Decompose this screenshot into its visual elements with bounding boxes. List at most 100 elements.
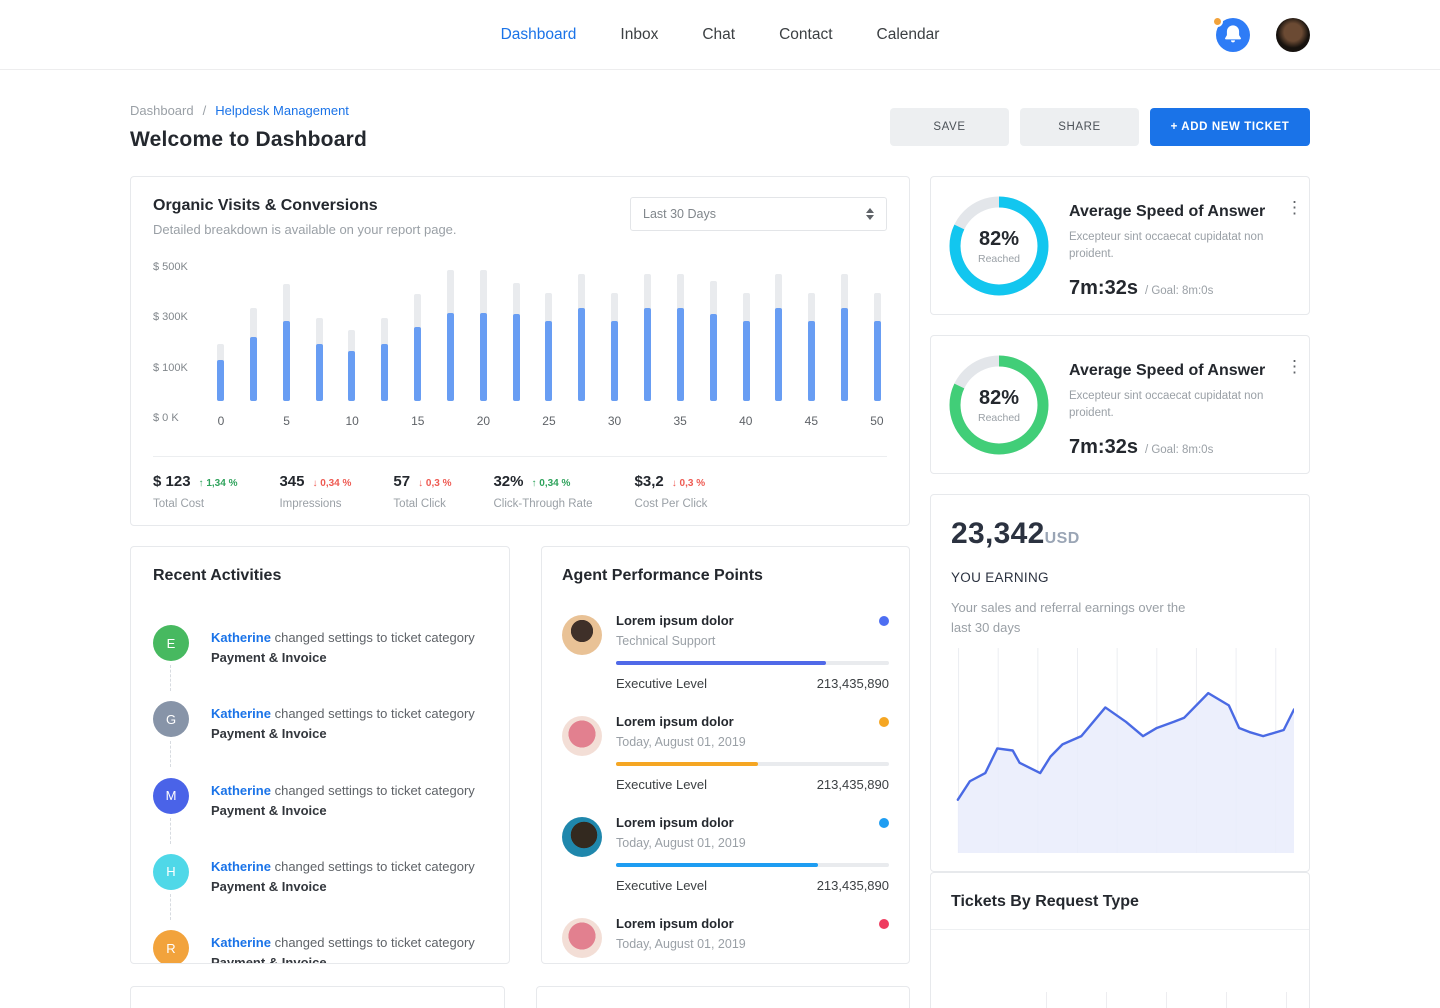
- kebab-menu-icon[interactable]: ⋮: [1286, 198, 1303, 217]
- agent-meta: Today, August 01, 2019: [616, 937, 746, 951]
- agent-name: Lorem ipsum dolor: [616, 916, 734, 931]
- avatar: [562, 817, 602, 857]
- agent-points-value: 213,435,890: [816, 676, 889, 691]
- kebab-menu-icon[interactable]: ⋮: [1286, 357, 1303, 376]
- nav-item[interactable]: Chat: [702, 25, 736, 43]
- bar: [315, 318, 323, 401]
- user-avatar[interactable]: [1276, 17, 1310, 52]
- x-axis-label: 35: [673, 414, 687, 428]
- stat-item: 345 ↓ 0,34 % Impressions: [279, 473, 351, 510]
- stat-delta-value: 0,3 %: [679, 478, 706, 489]
- activity-text: Katherine changed settings to ticket cat…: [211, 778, 475, 821]
- speed-time-value: 7m:32s: [1069, 276, 1138, 299]
- avatar: R: [153, 930, 189, 963]
- head-actions: SAVE SHARE + ADD NEW TICKET: [890, 108, 1310, 146]
- bell-icon: [1216, 17, 1250, 52]
- activity-user-link[interactable]: Katherine: [211, 706, 271, 722]
- activity-user-link[interactable]: Katherine: [211, 858, 271, 874]
- bar: [348, 329, 356, 401]
- avatar: M: [153, 777, 189, 814]
- recent-activities-title: Recent Activities: [153, 567, 282, 584]
- stat-value: $ 123: [153, 473, 191, 490]
- donut-chart: 82% Reached: [947, 194, 1051, 298]
- nav-item[interactable]: Contact: [779, 25, 833, 43]
- speed-time-value: 7m:32s: [1069, 435, 1138, 458]
- tickets-chart-area: [951, 952, 1289, 1008]
- y-axis-label: $ 300K: [153, 311, 188, 324]
- speed-card: 82% Reached ⋮ Average Speed of Answer Ex…: [930, 335, 1310, 474]
- date-range-value: Last 30 Days: [643, 207, 716, 221]
- x-axis-label: 30: [607, 414, 622, 428]
- bar: [775, 273, 783, 401]
- y-axis-label: $ 0 K: [153, 411, 179, 424]
- list-item: G Katherine changed settings to ticket c…: [153, 685, 487, 768]
- date-range-select[interactable]: Last 30 Days: [630, 197, 887, 231]
- agent-level-label: Executive Level: [616, 777, 708, 792]
- speed-cards: 82% Reached ⋮ Average Speed of Answer Ex…: [930, 176, 1310, 474]
- list-item: M Katherine changed settings to ticket c…: [153, 762, 487, 844]
- earnings-area-chart: [951, 648, 1294, 854]
- add-new-ticket-button[interactable]: + ADD NEW TICKET: [1150, 108, 1310, 146]
- stat-delta: ↓ 0,3 %: [418, 478, 451, 489]
- donut-chart: 82% Reached: [947, 353, 1051, 457]
- organic-bar-chart: $ 500K $ 300K $ 100K $ 0 K 0 5 10 15 20 25 30 35 40…: [153, 261, 887, 428]
- avatar: E: [153, 625, 189, 661]
- organic-bars: [213, 261, 885, 401]
- activity-category: Payment & Invoice: [211, 955, 327, 964]
- donut-percentage: 82%: [978, 386, 1020, 409]
- stat-value: 57: [393, 473, 411, 490]
- status-dot-icon: [879, 818, 889, 828]
- stat-label: Click-Through Rate: [493, 498, 593, 510]
- bar: [643, 273, 651, 401]
- activity-user-link[interactable]: Katherine: [211, 782, 271, 798]
- earnings-card: 23,342 USD YOU EARNING Your sales and re…: [930, 494, 1310, 872]
- nav-item[interactable]: Inbox: [620, 25, 659, 43]
- stat-delta-value: 0,34 %: [539, 478, 571, 489]
- trend-arrow-icon: ↓: [418, 478, 424, 489]
- bar: [249, 308, 257, 401]
- activity-list: E Katherine changed settings to ticket c…: [153, 609, 487, 964]
- stat-item: 32% ↑ 0,34 % Click-Through Rate: [493, 473, 592, 510]
- agent-level-label: Executive Level: [616, 676, 708, 691]
- bar: [742, 292, 750, 401]
- donut-reached-label: Reached: [977, 411, 1021, 424]
- bar: [545, 292, 553, 401]
- save-button[interactable]: SAVE: [890, 108, 1009, 146]
- status-dot-icon: [879, 919, 889, 929]
- activity-user-link[interactable]: Katherine: [211, 935, 271, 951]
- stat-item: $3,2 ↓ 0,3 % Cost Per Click: [635, 473, 708, 510]
- trend-arrow-icon: ↑: [198, 478, 204, 489]
- speed-card: 82% Reached ⋮ Average Speed of Answer Ex…: [930, 176, 1310, 315]
- breadcrumb-root[interactable]: Dashboard: [130, 103, 194, 118]
- speed-card-description: Excepteur sint occaecat cupidatat non pr…: [1069, 390, 1264, 420]
- agent-meta: Today, August 01, 2019: [616, 836, 746, 850]
- agent-name: Lorem ipsum dolor: [616, 815, 734, 830]
- avatar: G: [153, 701, 189, 738]
- stat-delta: ↑ 1,34 %: [199, 478, 238, 489]
- notifications-button[interactable]: [1212, 15, 1250, 52]
- share-button[interactable]: SHARE: [1020, 108, 1139, 146]
- nav-item[interactable]: Dashboard: [500, 25, 577, 43]
- stat-label: Cost Per Click: [634, 498, 708, 510]
- activity-user-link[interactable]: Katherine: [211, 630, 271, 645]
- x-axis-label: 45: [804, 414, 819, 428]
- bar: [479, 269, 487, 401]
- agent-meta: Technical Support: [616, 634, 716, 648]
- activity-text: Katherine changed settings to ticket cat…: [211, 625, 475, 668]
- nav-item[interactable]: Calendar: [876, 25, 940, 43]
- stat-delta: ↓ 0,3 %: [672, 478, 705, 489]
- activity-category: Payment & Invoice: [211, 878, 327, 894]
- progress-bar: [616, 863, 889, 867]
- organic-card-subtitle: Detailed breakdown is available on your …: [153, 222, 457, 237]
- bar: [709, 281, 717, 401]
- tickets-by-request-card: Tickets By Request Type: [930, 872, 1310, 1008]
- table-row: Lorem ipsum dolor Today, August 01, 2019…: [562, 803, 889, 904]
- x-axis-label: 50: [870, 414, 884, 428]
- progress-bar: [616, 661, 889, 665]
- breadcrumb-current[interactable]: Helpdesk Management: [215, 103, 349, 118]
- activity-text: Katherine changed settings to ticket cat…: [211, 854, 475, 897]
- stat-value: 345: [279, 473, 305, 490]
- table-row: Lorem ipsum dolor Technical Support Exec…: [562, 601, 889, 702]
- x-axis-label: 25: [542, 414, 556, 428]
- page-head: Dashboard / Helpdesk Management Welcome …: [130, 103, 1310, 152]
